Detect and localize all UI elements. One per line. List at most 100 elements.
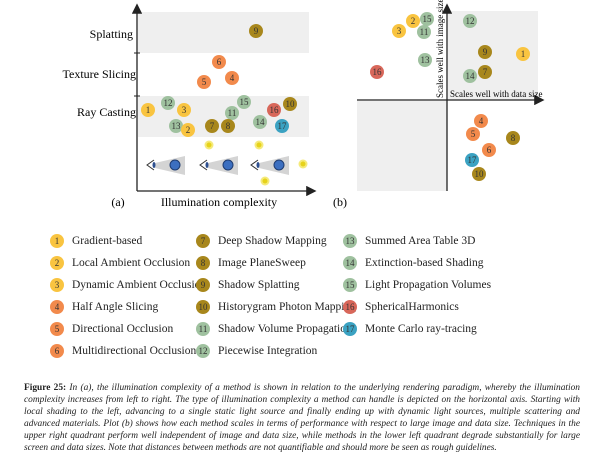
- x-axis-label: Illumination complexity: [161, 195, 277, 209]
- svg-text:11: 11: [228, 108, 237, 118]
- method-marker-16: 16: [267, 103, 281, 117]
- svg-text:8: 8: [511, 133, 516, 143]
- svg-text:4: 4: [230, 73, 235, 83]
- svg-text:12: 12: [466, 16, 475, 26]
- legend-marker: 1: [50, 234, 64, 248]
- method-marker-2: 2: [406, 14, 420, 28]
- svg-text:17: 17: [278, 121, 288, 131]
- svg-text:14: 14: [466, 71, 476, 81]
- legend-marker: 2: [50, 256, 64, 270]
- method-marker-5: 5: [466, 127, 480, 141]
- method-marker-3: 3: [177, 103, 191, 117]
- svg-text:13: 13: [421, 55, 431, 65]
- method-marker-6: 6: [482, 143, 496, 157]
- caption-label: Figure 25:: [24, 383, 67, 393]
- caption-text: In (a), the illumination complexity of a…: [24, 383, 580, 453]
- method-marker-3: 3: [392, 24, 406, 38]
- svg-text:17: 17: [468, 155, 478, 165]
- method-marker-14: 14: [253, 115, 267, 129]
- legend-label: Gradient-based: [72, 235, 143, 247]
- legend-marker: 14: [343, 256, 357, 270]
- svg-text:10: 10: [475, 169, 485, 179]
- legend-label: SphericalHarmonics: [365, 301, 459, 313]
- volume-icon: [273, 159, 285, 171]
- legend-marker: 4: [50, 300, 64, 314]
- x-axis-label: Scales well with data size: [450, 89, 542, 99]
- legend-label: Piecewise Integration: [218, 345, 318, 357]
- svg-text:1: 1: [146, 105, 151, 115]
- legend-item: 15 Light Propagation Volumes: [343, 277, 491, 293]
- method-marker-10: 10: [283, 97, 297, 111]
- svg-text:15: 15: [423, 14, 433, 24]
- legend-item: 7 Deep Shadow Mapping: [196, 233, 327, 249]
- lower-left-quadrant: [357, 101, 447, 191]
- svg-text:7: 7: [483, 67, 488, 77]
- legend: 1 Gradient-based 2 Local Ambient Occlusion 3…: [0, 230, 600, 360]
- legend-item: 12 Piecewise Integration: [196, 343, 317, 359]
- legend-item: 11 Shadow Volume Propagation: [196, 321, 352, 337]
- legend-item: 9 Shadow Splatting: [196, 277, 299, 293]
- method-marker-17: 17: [275, 119, 289, 133]
- method-marker-9: 9: [249, 24, 263, 38]
- svg-text:1: 1: [521, 49, 526, 59]
- legend-label: Extinction-based Shading: [365, 257, 484, 269]
- method-marker-7: 7: [205, 119, 219, 133]
- legend-item: 10 Historygram Photon Mapping: [196, 299, 356, 315]
- method-marker-15: 15: [237, 95, 251, 109]
- legend-marker: 7: [196, 234, 210, 248]
- svg-text:15: 15: [240, 97, 250, 107]
- legend-label: Light Propagation Volumes: [365, 279, 492, 291]
- legend-marker: 15: [343, 278, 357, 292]
- row-label: Splatting: [90, 27, 133, 41]
- method-marker-17: 17: [465, 153, 479, 167]
- figure-caption: Figure 25: In (a), the illumination comp…: [24, 382, 580, 454]
- legend-item: 1 Gradient-based: [50, 233, 142, 249]
- svg-text:5: 5: [471, 129, 476, 139]
- method-marker-8: 8: [221, 119, 235, 133]
- legend-marker: 13: [343, 234, 357, 248]
- method-marker-4: 4: [225, 71, 239, 85]
- legend-item: 14 Extinction-based Shading: [343, 255, 484, 271]
- legend-label: Shadow Splatting: [218, 279, 300, 291]
- legend-item: 3 Dynamic Ambient Occlusion: [50, 277, 206, 293]
- method-marker-1: 1: [516, 47, 530, 61]
- method-marker-10: 10: [472, 167, 486, 181]
- legend-marker: 3: [50, 278, 64, 292]
- legend-marker: 17: [343, 322, 357, 336]
- method-marker-9: 9: [478, 45, 492, 59]
- method-marker-13: 13: [418, 53, 432, 67]
- svg-text:16: 16: [373, 67, 383, 77]
- panel-a: Splatting Texture Slicing Ray Casting (a…: [63, 3, 317, 209]
- volume-icon: [169, 159, 181, 171]
- method-marker-16: 16: [370, 65, 384, 79]
- row-label: Ray Casting: [77, 105, 136, 119]
- method-marker-6: 6: [212, 55, 226, 69]
- panel-a-label: (a): [111, 195, 124, 209]
- legend-item: 4 Half Angle Slicing: [50, 299, 158, 315]
- y-axis-label: Scales well with image size: [435, 0, 445, 98]
- method-marker-2: 2: [181, 123, 195, 137]
- legend-label: Half Angle Slicing: [72, 301, 159, 313]
- legend-label: Directional Occlusion: [72, 323, 174, 335]
- method-marker-8: 8: [506, 131, 520, 145]
- legend-item: 16 SphericalHarmonics: [343, 299, 459, 315]
- method-marker-11: 11: [225, 106, 239, 120]
- legend-label: Multidirectional Occlusion: [72, 345, 197, 357]
- volume-icon: [222, 159, 234, 171]
- legend-item: 2 Local Ambient Occlusion: [50, 255, 190, 271]
- svg-text:3: 3: [397, 26, 402, 36]
- legend-label: Shadow Volume Propagation: [218, 323, 352, 335]
- svg-text:3: 3: [182, 105, 187, 115]
- method-marker-11: 11: [417, 25, 431, 39]
- legend-marker: 5: [50, 322, 64, 336]
- legend-label: Monte Carlo ray-tracing: [365, 323, 477, 335]
- illumination-scenes: [146, 140, 308, 186]
- method-marker-12: 12: [161, 96, 175, 110]
- eye-icon: [250, 159, 259, 171]
- svg-text:14: 14: [256, 117, 266, 127]
- method-marker-14: 14: [463, 69, 477, 83]
- svg-text:7: 7: [210, 121, 215, 131]
- legend-item: 17 Monte Carlo ray-tracing: [343, 321, 477, 337]
- legend-marker: 8: [196, 256, 210, 270]
- legend-marker: 11: [196, 322, 210, 336]
